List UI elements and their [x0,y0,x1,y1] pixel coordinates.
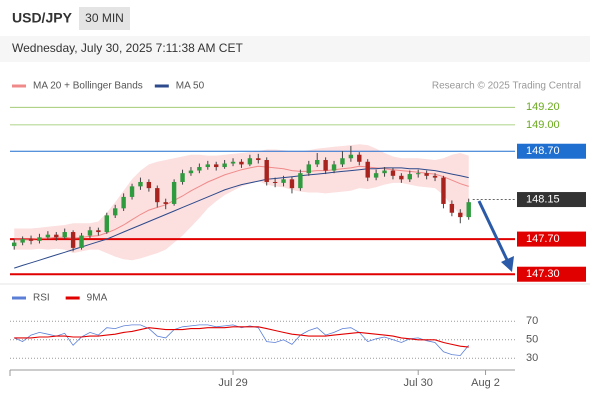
candle-body [129,186,135,197]
source: Research © 2025 Trading Central [432,81,581,92]
y-tick-label: 30 [526,352,538,364]
timestamp: Wednesday, July 30, 2025 7:11:38 AM CET [12,41,243,55]
symbol: USD/JPY [12,10,73,26]
candle-body [323,160,328,171]
candle-body [264,160,269,182]
level-label: 147.70 [526,233,560,245]
candle-body [28,239,34,241]
level-label: 148.70 [526,145,560,157]
interval: 30 MIN [85,11,124,25]
candle-body [12,242,17,247]
level-label-box [517,266,586,282]
x-tick-label: Jul 29 [218,377,247,389]
candle-body [390,170,396,176]
candle-body [87,230,93,236]
candle-body [222,163,227,168]
rsi-line [14,326,469,348]
candle-body [256,158,261,161]
candle-body [138,181,143,187]
candle-body [289,179,295,189]
candle-body [197,167,202,171]
candle-body [458,212,463,218]
candle-body [37,237,42,241]
y-tick-label: 50 [526,334,538,346]
legend-label: MA 50 [176,81,205,92]
candle-body [163,202,168,204]
candle-body [54,234,59,238]
candle-body [171,181,177,204]
rsi-line [14,324,470,356]
candle-body [96,230,101,233]
level-label-box [517,231,586,247]
candle-body [121,196,126,209]
candle-body [373,173,379,178]
candle-body [239,161,244,165]
legend-label: RSI [33,293,50,304]
candle-body [306,164,311,174]
candle-body [155,188,160,203]
moving-average [14,167,469,269]
level-label: 149.00 [526,119,560,131]
candle-body [466,202,471,218]
candle-body [407,174,412,180]
legend-label: MA 20 + Bollinger Bands [33,81,143,92]
level-label: 149.20 [526,101,560,113]
candle-body [146,181,152,189]
level-label-box [517,192,586,208]
candle-body [449,203,455,213]
candle-body [272,181,278,183]
candle-body [113,208,118,216]
candle-body [424,173,429,176]
level-label: 148.15 [526,193,560,205]
candle-body [416,173,421,175]
date-bar [0,36,590,62]
candle-body [331,164,337,171]
candle-body [298,173,303,189]
x-tick-label: Aug 2 [471,377,500,389]
legend-label: 9MA [87,293,108,304]
candle-body [230,161,236,164]
interval-badge [79,7,130,30]
candle-body [399,175,404,180]
candle-body [188,170,194,174]
candle-body [180,173,185,182]
candle-body [104,215,109,233]
candle-body [62,232,67,238]
candle-body [382,170,387,174]
candle-body [70,232,76,248]
x-tick-label: Jul 30 [404,377,433,389]
bollinger-band [14,144,469,261]
candle-body [365,161,370,178]
candle-body [432,175,438,178]
plot: 149.20 149.00 148.70 148.15 147.70 147.30 MA 2… [10,81,586,389]
candle-body [281,179,286,183]
candle-body [315,160,320,165]
y-tick-label: 70 [526,315,538,327]
forecast-arrow-head [501,256,514,272]
candle-body [247,158,253,165]
candle-body [357,154,362,162]
candle-body [205,164,210,168]
candle-body [214,164,219,168]
candle-body [340,158,345,165]
candle-body [20,239,25,243]
forecast-arrow [477,200,510,263]
candle-body [348,154,354,159]
candle-body [441,177,446,204]
level-label-box [517,143,586,159]
level-label: 147.30 [526,268,560,280]
candle-body [45,234,51,238]
candle-body [79,235,84,248]
